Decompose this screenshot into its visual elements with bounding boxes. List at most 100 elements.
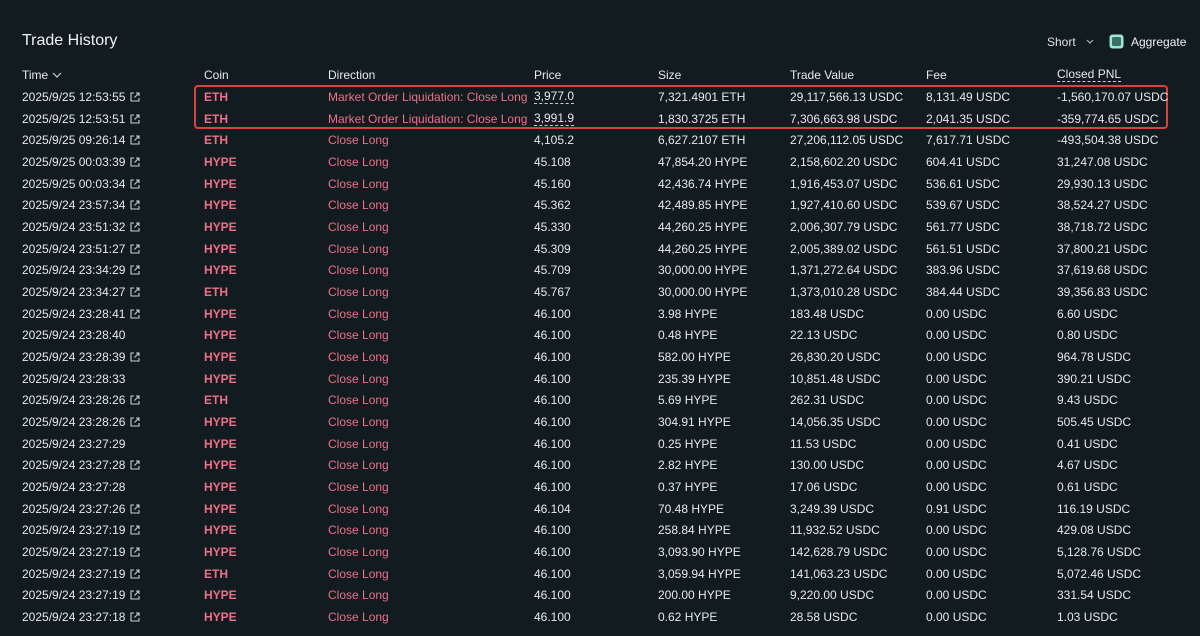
direction-cell: Close Long <box>328 220 389 234</box>
explorer-link[interactable] <box>129 394 141 406</box>
closed-pnl-cell: 37,800.21 USDC <box>1057 241 1148 256</box>
size-cell: 0.25 HYPE <box>658 436 718 451</box>
coin-cell: HYPE <box>204 588 237 603</box>
price-cell: 46.100 <box>534 415 571 429</box>
price-cell: 4,105.2 <box>534 133 575 148</box>
price-cell: 3,977.0 <box>534 89 575 104</box>
size-cell: 44,260.25 HYPE <box>658 241 748 256</box>
column-header[interactable]: Time <box>22 68 49 82</box>
size-cell: 30,000.00 HYPE <box>658 285 748 299</box>
size-cell: 42,436.74 HYPE <box>658 176 748 191</box>
coin-cell: ETH <box>204 133 228 148</box>
coin-cell: HYPE <box>204 155 237 169</box>
explorer-link[interactable] <box>129 199 141 211</box>
explorer-link[interactable] <box>129 416 141 428</box>
size-cell: 30,000.00 HYPE <box>658 263 748 278</box>
fee-cell: 0.91 USDC <box>926 501 987 516</box>
direction-cell: Close Long <box>328 415 389 429</box>
closed-pnl-cell: -359,774.65 USDC <box>1057 111 1159 126</box>
fee-cell: 539.67 USDC <box>926 198 1001 213</box>
direction-cell: Close Long <box>328 133 389 148</box>
explorer-link[interactable] <box>129 568 141 580</box>
coin-cell: HYPE <box>204 241 237 256</box>
price-cell: 46.100 <box>534 436 571 451</box>
direction-cell: Close Long <box>328 393 389 408</box>
explorer-link[interactable] <box>129 221 141 233</box>
time-cell: 2025/9/24 23:27:19 <box>22 588 126 603</box>
price-cell: 45.767 <box>534 285 571 299</box>
time-cell: 2025/9/24 23:27:28 <box>22 480 126 494</box>
aggregate-label[interactable]: Aggregate <box>1131 35 1187 49</box>
fee-cell: 384.44 USDC <box>926 285 1001 299</box>
size-cell: 0.48 HYPE <box>658 328 718 343</box>
closed-pnl-cell: 331.54 USDC <box>1057 588 1132 603</box>
time-cell: 2025/9/25 09:26:14 <box>22 133 126 148</box>
price-cell: 46.100 <box>534 480 571 494</box>
closed-pnl-cell: -493,504.38 USDC <box>1057 133 1159 148</box>
fee-cell: 0.00 USDC <box>926 436 987 451</box>
explorer-link[interactable] <box>129 178 141 190</box>
closed-pnl-cell: 5,128.76 USDC <box>1057 545 1142 559</box>
size-cell: 3.98 HYPE <box>658 306 718 321</box>
closed-pnl-cell: 0.61 USDC <box>1057 480 1118 494</box>
price-cell: 45.709 <box>534 263 571 278</box>
time-cell: 2025/9/24 23:51:32 <box>22 220 126 234</box>
price-cell: 45.309 <box>534 241 571 256</box>
size-cell: 304.91 HYPE <box>658 415 731 429</box>
time-cell: 2025/9/25 12:53:51 <box>22 111 126 126</box>
explorer-link[interactable] <box>129 351 141 363</box>
direction-cell: Close Long <box>328 523 389 538</box>
explorer-link[interactable] <box>129 134 141 146</box>
time-cell: 2025/9/25 12:53:55 <box>22 90 126 104</box>
explorer-link[interactable] <box>129 264 141 276</box>
closed-pnl-cell: 38,524.27 USDC <box>1057 198 1148 213</box>
sort-chevron[interactable] <box>51 69 63 81</box>
trade-value-cell: 9,220.00 USDC <box>790 588 875 603</box>
price-cell: 46.100 <box>534 371 571 386</box>
price-cell: 46.100 <box>534 306 571 321</box>
explorer-link[interactable] <box>129 243 141 255</box>
closed-pnl-cell: 9.43 USDC <box>1057 393 1118 408</box>
direction-cell: Close Long <box>328 371 389 386</box>
coin-cell: HYPE <box>204 306 237 321</box>
trade-value-cell: 28.58 USDC <box>790 610 858 624</box>
explorer-link[interactable] <box>129 113 141 125</box>
coin-cell: HYPE <box>204 480 237 494</box>
trade-value-cell: 1,927,410.60 USDC <box>790 198 898 213</box>
time-cell: 2025/9/25 00:03:34 <box>22 176 126 191</box>
trade-value-cell: 17.06 USDC <box>790 480 858 494</box>
time-cell: 2025/9/24 23:28:33 <box>22 371 126 386</box>
explorer-link[interactable] <box>129 524 141 536</box>
explorer-link[interactable] <box>129 546 141 558</box>
explorer-link[interactable] <box>129 286 141 298</box>
time-cell: 2025/9/24 23:28:26 <box>22 415 126 429</box>
dropdown-chevron[interactable] <box>1085 37 1095 47</box>
size-cell: 3,059.94 HYPE <box>658 566 741 581</box>
direction-cell: Close Long <box>328 155 389 169</box>
explorer-link[interactable] <box>129 91 141 103</box>
coin-cell: HYPE <box>204 220 237 234</box>
highlight-box <box>194 85 1168 129</box>
size-cell: 0.37 HYPE <box>658 480 718 494</box>
explorer-link[interactable] <box>129 459 141 471</box>
explorer-link[interactable] <box>129 156 141 168</box>
size-cell: 2.82 HYPE <box>658 458 718 473</box>
direction-filter[interactable]: Short <box>1047 35 1076 49</box>
explorer-link[interactable] <box>129 611 141 623</box>
size-cell: 47,854.20 HYPE <box>658 155 748 169</box>
trade-value-cell: 262.31 USDC <box>790 393 865 408</box>
explorer-link[interactable] <box>129 503 141 515</box>
size-cell: 235.39 HYPE <box>658 371 731 386</box>
closed-pnl-cell: 964.78 USDC <box>1057 350 1132 364</box>
trade-value-cell: 2,006,307.79 USDC <box>790 220 898 234</box>
fee-cell: 0.00 USDC <box>926 588 987 603</box>
trade-value-cell: 130.00 USDC <box>790 458 865 473</box>
direction-cell: Close Long <box>328 588 389 603</box>
column-header: Fee <box>926 68 947 82</box>
aggregate-checkbox[interactable] <box>1109 34 1124 49</box>
coin-cell: ETH <box>204 285 228 299</box>
explorer-link[interactable] <box>129 308 141 320</box>
explorer-link[interactable] <box>129 589 141 601</box>
price-cell: 46.100 <box>534 328 571 343</box>
